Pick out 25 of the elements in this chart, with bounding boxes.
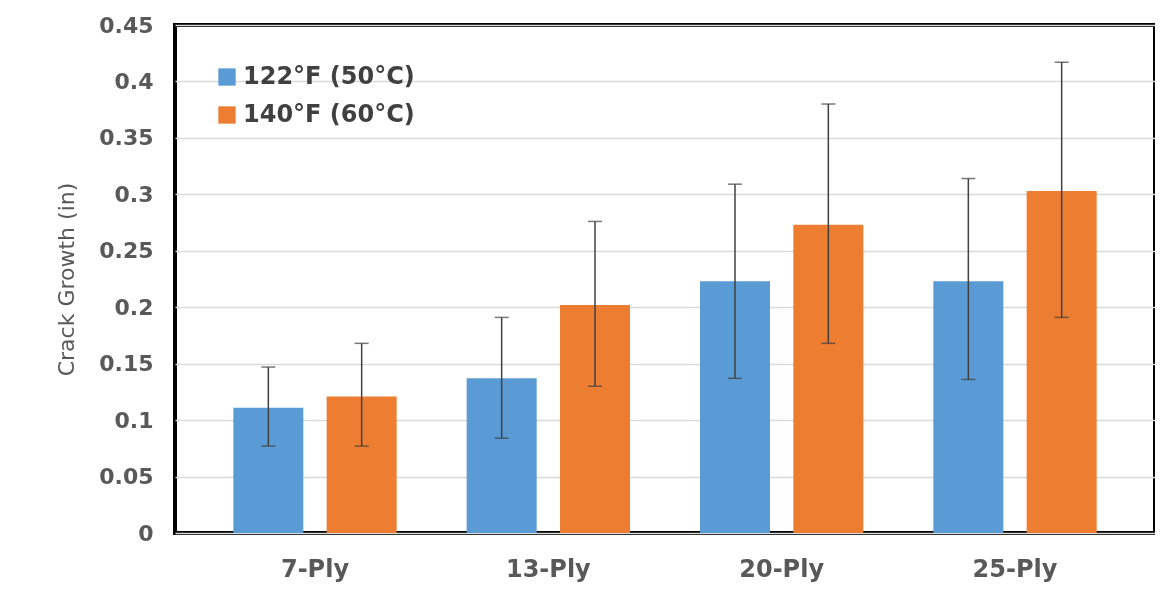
bar <box>1026 190 1097 533</box>
bar <box>233 407 304 533</box>
x-tick-label: 13-Ply <box>505 554 592 583</box>
bar <box>560 304 630 533</box>
bar <box>326 396 397 533</box>
x-tick-label: 20-Ply <box>739 554 825 583</box>
y-axis-title: Crack Growth (in) <box>54 182 80 377</box>
bar <box>466 378 537 533</box>
bar <box>793 224 864 533</box>
legend-label: 140°F (60°C) <box>243 100 415 128</box>
y-tick-label: 0.15 <box>99 351 154 377</box>
y-tick-label: 0.45 <box>99 12 154 38</box>
y-tick-label: 0.2 <box>114 294 154 320</box>
x-tick-label: 25-Ply <box>972 554 1058 583</box>
bar <box>933 281 1004 533</box>
y-tick-label: 0.35 <box>99 125 154 151</box>
legend-label: 122°F (50°C) <box>243 62 415 90</box>
y-tick-label: 0 <box>138 520 154 546</box>
y-tick-label: 0.4 <box>114 68 154 94</box>
y-tick-label: 0.3 <box>114 181 154 207</box>
y-tick-label: 0.1 <box>114 407 154 433</box>
y-tick-label: 0.05 <box>99 464 154 490</box>
y-tick-label: 0.25 <box>99 238 154 264</box>
x-tick-label: 7-Ply <box>280 554 350 583</box>
bar <box>700 281 770 533</box>
